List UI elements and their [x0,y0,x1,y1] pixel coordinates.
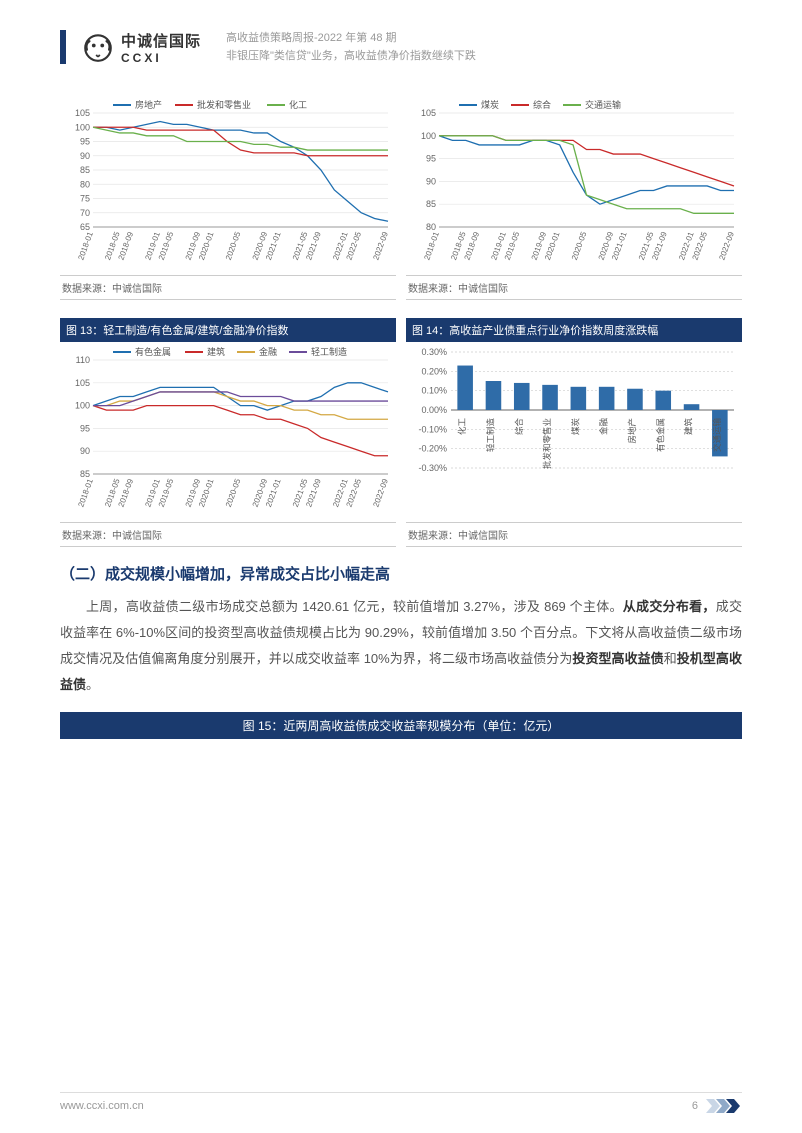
svg-text:100: 100 [75,122,90,132]
svg-text:房地产: 房地产 [627,418,637,444]
chart-13: 图 13：轻工制造/有色金属/建筑/金融净价指数 85 90 95 100 105 110… [60,318,396,547]
svg-text:轻工制造: 轻工制造 [311,346,347,357]
header-meta-line2: 非银压降"类信贷"业务，高收益债净价指数继续下跌 [226,48,476,66]
chart-row-1: 657075808590951001052018-012018-052018-0… [60,95,742,300]
svg-text:煤炭: 煤炭 [481,99,499,110]
footer-url: www.ccxi.com.cn [60,1100,144,1112]
chart-13-source: 数据来源：中诚信国际 [60,522,396,547]
logo-name-en: CCXI [121,51,201,65]
svg-text:-0.30%: -0.30% [418,463,447,473]
svg-text:0.30%: 0.30% [421,347,447,357]
svg-text:综合: 综合 [533,99,551,110]
chart-row-2: 图 13：轻工制造/有色金属/建筑/金融净价指数 85 90 95 100 105 110… [60,318,742,547]
svg-text:2018-01: 2018-01 [76,477,95,508]
svg-text:90: 90 [426,177,436,187]
p-bold2: 投资型高收益债 [572,651,663,666]
svg-text:2020-05: 2020-05 [570,230,589,261]
svg-text:批发和零售业: 批发和零售业 [542,418,552,469]
svg-text:金融: 金融 [259,346,277,357]
svg-text:0.20%: 0.20% [421,367,447,377]
svg-text:建筑: 建筑 [207,346,225,357]
svg-text:2018-01: 2018-01 [422,230,441,261]
svg-text:轻工制造: 轻工制造 [485,418,495,453]
page-footer: www.ccxi.com.cn 6 [60,1092,742,1113]
p-end: 。 [86,677,99,692]
svg-text:化工: 化工 [289,99,307,110]
logo-block: 中诚信国际 CCXI [81,30,201,65]
fig15-title-bar: 图 15：近两周高收益债成交收益率规模分布（单位：亿元） [60,712,742,739]
svg-text:建筑: 建筑 [684,418,694,436]
body-paragraph: 上周，高收益债二级市场成交总额为 1420.61 亿元，较前值增加 3.27%，… [60,594,742,698]
svg-text:煤炭: 煤炭 [570,418,580,436]
page-header: 中诚信国际 CCXI 高收益债策略周报-2022 年第 48 期 非银压降"类信… [60,30,742,75]
p-and: 和 [664,651,677,666]
svg-text:85: 85 [80,165,90,175]
svg-text:90: 90 [80,446,90,456]
chart-12-source: 数据来源：中诚信国际 [406,275,742,300]
svg-text:交通运输: 交通运输 [585,99,621,110]
header-meta: 高收益债策略周报-2022 年第 48 期 非银压降"类信贷"业务，高收益债净价… [226,30,476,65]
ccxi-logo-icon [81,31,115,65]
chart-14-title: 图 14：高收益产业债重点行业净价指数周度涨跌幅 [406,318,742,342]
svg-text:交通运输: 交通运输 [712,418,722,453]
svg-text:有色金属: 有色金属 [655,418,665,452]
chart-14-svg: -0.30% -0.20% -0.10% 0.00% 0.10% 0.20% 0.30% 化工… [406,342,742,522]
svg-text:2022-09: 2022-09 [717,230,736,261]
footer-chevrons-icon [706,1099,742,1113]
svg-text:75: 75 [80,194,90,204]
svg-text:105: 105 [75,108,90,118]
svg-text:0.00%: 0.00% [421,405,447,415]
svg-text:95: 95 [80,137,90,147]
section-title: （二）成交规模小幅增加，异常成交占比小幅走高 [60,563,742,584]
chart-14-source: 数据来源：中诚信国际 [406,522,742,547]
svg-text:2022-09: 2022-09 [371,230,390,261]
svg-text:80: 80 [426,222,436,232]
svg-text:95: 95 [80,424,90,434]
p-prefix: 上周，高收益债二级市场成交总额为 1420.61 亿元，较前值增加 3.27%，… [86,599,623,614]
svg-text:-0.20%: -0.20% [418,444,447,454]
svg-text:2018-01: 2018-01 [76,230,95,261]
svg-text:100: 100 [75,401,90,411]
chart-11-source: 数据来源：中诚信国际 [60,275,396,300]
chart-12: 808590951001052018-012018-052018-092019-… [406,95,742,300]
svg-text:金融: 金融 [599,418,609,436]
svg-text:-0.10%: -0.10% [418,425,447,435]
svg-text:综合: 综合 [514,418,524,436]
svg-text:0.10%: 0.10% [421,386,447,396]
svg-text:85: 85 [426,199,436,209]
chart-11: 657075808590951001052018-012018-052018-0… [60,95,396,300]
chart-11-svg: 657075808590951001052018-012018-052018-0… [60,95,396,275]
svg-text:90: 90 [80,151,90,161]
footer-page-number: 6 [692,1100,698,1112]
svg-text:2022-09: 2022-09 [371,477,390,508]
svg-text:70: 70 [80,208,90,218]
svg-text:2020-05: 2020-05 [224,477,243,508]
svg-text:95: 95 [426,154,436,164]
logo-name-cn: 中诚信国际 [121,30,201,51]
chart-13-title: 图 13：轻工制造/有色金属/建筑/金融净价指数 [60,318,396,342]
p-bold1: 从成交分布看， [623,599,716,614]
svg-text:80: 80 [80,179,90,189]
chart-12-svg: 808590951001052018-012018-052018-092019-… [406,95,742,275]
svg-text:110: 110 [76,355,90,365]
svg-text:化工: 化工 [457,418,467,436]
header-meta-line1: 高收益债策略周报-2022 年第 48 期 [226,30,476,48]
svg-text:105: 105 [75,378,90,388]
svg-text:85: 85 [80,469,90,479]
chart-14: 图 14：高收益产业债重点行业净价指数周度涨跌幅 -0.30%-0.20%-0.… [406,318,742,547]
svg-text:65: 65 [80,222,90,232]
svg-text:100: 100 [421,131,436,141]
svg-text:有色金属: 有色金属 [135,346,171,357]
svg-text:105: 105 [421,108,436,118]
svg-text:房地产: 房地产 [135,99,162,110]
chart-13-svg: 8590951001051102018-012018-052018-092019… [60,342,396,522]
header-accent-bar [60,30,66,64]
svg-text:2020-05: 2020-05 [224,230,243,261]
svg-text:批发和零售业: 批发和零售业 [197,99,251,110]
